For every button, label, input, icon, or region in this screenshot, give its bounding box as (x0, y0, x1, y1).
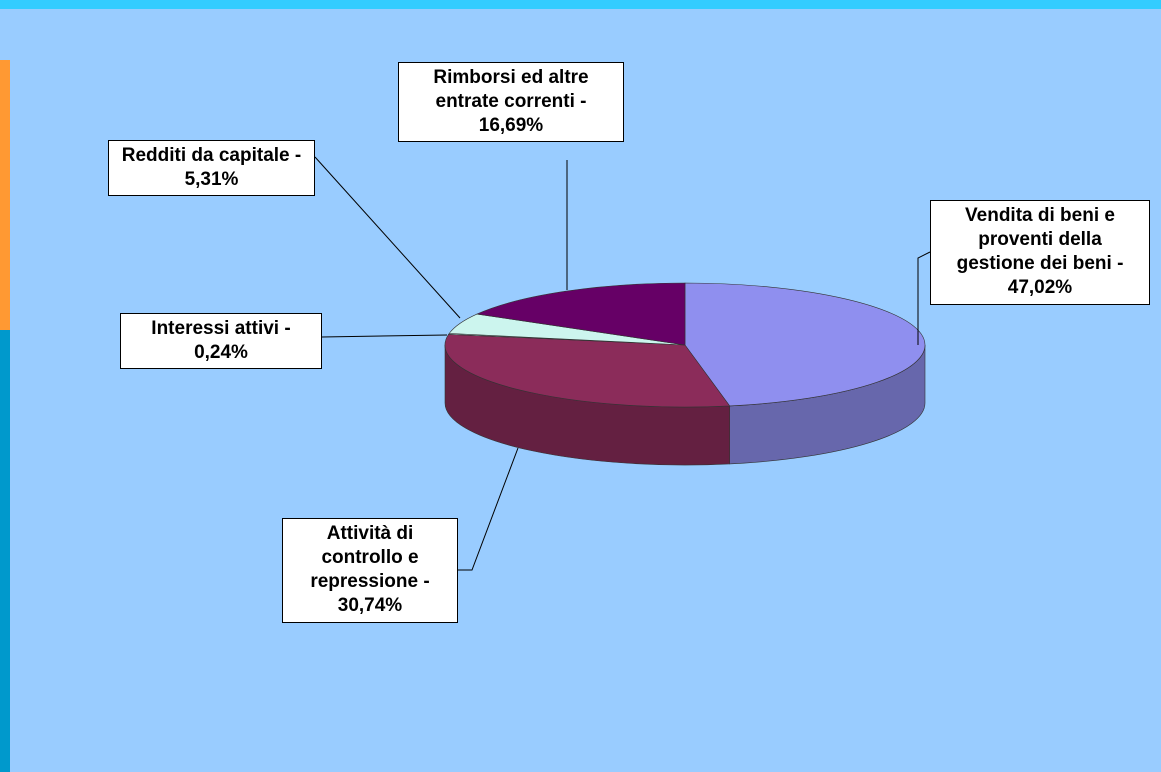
top-bar (0, 0, 1161, 9)
pie-slice (444, 333, 731, 408)
side-accent (0, 330, 10, 772)
leader-line (321, 334, 448, 338)
data-label: Attività di controllo e repressione - 30… (282, 518, 458, 623)
data-label: Vendita di beni e proventi della gestion… (930, 200, 1150, 305)
pie-slice (684, 282, 926, 407)
data-label: Interessi attivi - 0,24% (120, 313, 322, 370)
side-accent (0, 60, 10, 330)
leader-line (314, 156, 461, 319)
leader-line (917, 251, 931, 345)
pie-slice (475, 282, 686, 346)
data-label: Rimborsi ed altre entrate correnti - 16,… (398, 62, 624, 143)
leader-line (458, 447, 519, 571)
data-label: Redditi da capitale - 5,31% (108, 140, 315, 197)
